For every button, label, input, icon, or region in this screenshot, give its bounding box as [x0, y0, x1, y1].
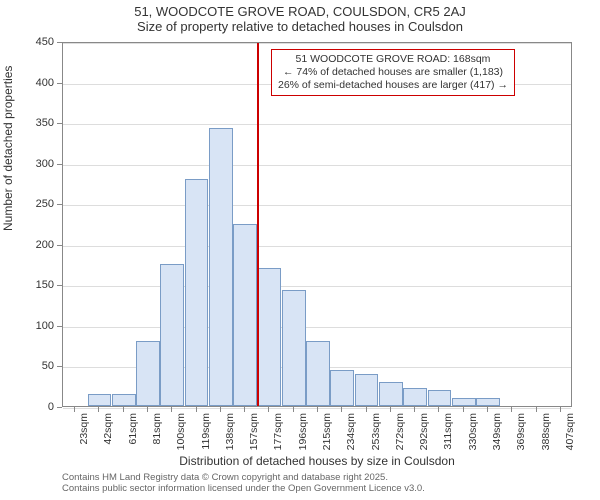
x-tick-label: 292sqm [418, 413, 430, 450]
footer-line2: Contains public sector information licen… [62, 483, 572, 494]
histogram-bar [452, 398, 476, 406]
x-tick-mark [171, 407, 172, 412]
x-tick-mark [511, 407, 512, 412]
x-tick-mark [196, 407, 197, 412]
x-tick-label: 330sqm [467, 413, 479, 450]
x-tick-mark [560, 407, 561, 412]
x-tick-label: 61sqm [127, 413, 139, 445]
grid-line [63, 165, 571, 166]
annotation-line2: ← 74% of detached houses are smaller (1,… [278, 66, 508, 79]
histogram-bar [476, 398, 500, 406]
histogram-bar [428, 390, 452, 406]
x-tick-mark [244, 407, 245, 412]
footer-note: Contains HM Land Registry data © Crown c… [62, 472, 572, 495]
plot-area: 51 WOODCOTE GROVE ROAD: 168sqm ← 74% of … [62, 42, 572, 407]
footer-line1: Contains HM Land Registry data © Crown c… [62, 472, 572, 483]
x-tick-label: 407sqm [564, 413, 576, 450]
x-tick-label: 196sqm [297, 413, 309, 450]
x-tick-mark [123, 407, 124, 412]
y-tick-label: 0 [48, 401, 54, 413]
y-tick-label: 350 [36, 117, 54, 129]
grid-line [63, 286, 571, 287]
x-tick-label: 311sqm [442, 413, 454, 450]
grid-line [63, 124, 571, 125]
histogram-bar [88, 394, 112, 406]
histogram-bar [160, 264, 184, 406]
y-tick-label: 250 [36, 198, 54, 210]
x-tick-label: 253sqm [370, 413, 382, 450]
y-tick-label: 200 [36, 239, 54, 251]
x-tick-label: 215sqm [321, 413, 333, 450]
histogram-bar [112, 394, 136, 406]
x-tick-label: 388sqm [540, 413, 552, 450]
histogram-bar [379, 382, 403, 406]
histogram-bar [233, 224, 257, 407]
x-tick-mark [317, 407, 318, 412]
y-tick-label: 50 [42, 360, 54, 372]
x-tick-mark [536, 407, 537, 412]
x-tick-mark [438, 407, 439, 412]
x-tick-mark [414, 407, 415, 412]
x-tick-mark [147, 407, 148, 412]
x-tick-mark [220, 407, 221, 412]
grid-line [63, 43, 571, 44]
histogram-bar [306, 341, 330, 406]
x-tick-mark [366, 407, 367, 412]
x-axis-label: Distribution of detached houses by size … [62, 454, 572, 468]
histogram-bar [136, 341, 160, 406]
histogram-bar [258, 268, 282, 406]
x-tick-label: 119sqm [200, 413, 212, 450]
x-tick-label: 42sqm [102, 413, 114, 445]
y-tick-label: 300 [36, 158, 54, 170]
histogram-bar [282, 290, 306, 406]
x-tick-label: 234sqm [345, 413, 357, 450]
x-tick-mark [390, 407, 391, 412]
x-tick-mark [268, 407, 269, 412]
histogram-bar [403, 388, 427, 406]
annotation-box: 51 WOODCOTE GROVE ROAD: 168sqm ← 74% of … [271, 49, 515, 96]
y-tick-label: 400 [36, 77, 54, 89]
annotation-line3: 26% of semi-detached houses are larger (… [278, 79, 508, 92]
histogram-bar [185, 179, 209, 406]
histogram-bar [330, 370, 354, 407]
x-tick-label: 100sqm [175, 413, 187, 450]
y-axis: 050100150200250300350400450 [0, 42, 62, 407]
x-tick-mark [293, 407, 294, 412]
property-marker-line [257, 43, 259, 406]
chart-title-block: 51, WOODCOTE GROVE ROAD, COULSDON, CR5 2… [0, 0, 600, 34]
x-tick-mark [341, 407, 342, 412]
y-tick-label: 450 [36, 36, 54, 48]
x-tick-mark [98, 407, 99, 412]
y-tick-label: 100 [36, 320, 54, 332]
x-tick-mark [463, 407, 464, 412]
grid-line [63, 327, 571, 328]
y-tick-label: 150 [36, 279, 54, 291]
grid-line [63, 205, 571, 206]
x-tick-label: 81sqm [151, 413, 163, 445]
x-tick-label: 177sqm [272, 413, 284, 450]
x-tick-mark [487, 407, 488, 412]
x-tick-label: 272sqm [394, 413, 406, 450]
histogram-bar [209, 128, 233, 406]
x-tick-label: 23sqm [78, 413, 90, 445]
x-tick-mark [74, 407, 75, 412]
x-tick-label: 369sqm [515, 413, 527, 450]
chart-title-line1: 51, WOODCOTE GROVE ROAD, COULSDON, CR5 2… [0, 4, 600, 19]
x-tick-label: 157sqm [248, 413, 260, 450]
chart-title-line2: Size of property relative to detached ho… [0, 19, 600, 34]
x-tick-label: 138sqm [224, 413, 236, 450]
x-tick-label: 349sqm [491, 413, 503, 450]
histogram-chart: 51, WOODCOTE GROVE ROAD, COULSDON, CR5 2… [0, 0, 600, 500]
annotation-line1: 51 WOODCOTE GROVE ROAD: 168sqm [278, 53, 508, 66]
grid-line [63, 246, 571, 247]
histogram-bar [355, 374, 379, 406]
